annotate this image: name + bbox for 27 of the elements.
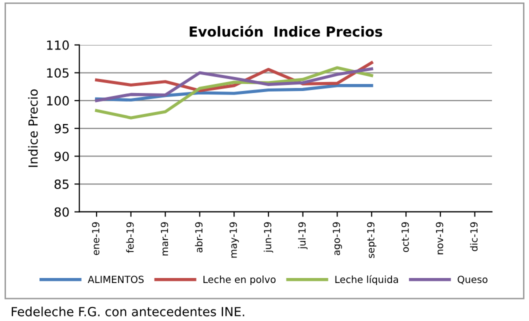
x-tick-label: nov-19 xyxy=(436,222,444,254)
y-tick-label: 95 xyxy=(54,124,69,134)
x-tick-label: feb-19 xyxy=(126,222,134,253)
legend-label: ALIMENTOS xyxy=(88,276,144,284)
x-tick-label: jul-19 xyxy=(298,222,308,250)
y-axis-title: Indice Precio xyxy=(28,89,38,167)
y-tick-label: 80 xyxy=(54,207,69,217)
legend-label: Leche líquida xyxy=(335,275,398,285)
y-tick-label: 85 xyxy=(54,180,69,189)
x-tick-label: sept-19 xyxy=(367,222,376,258)
y-tick-label: 105 xyxy=(47,68,69,78)
x-tick-label: oct-19 xyxy=(401,222,409,252)
legend-label: Leche en polvo xyxy=(203,276,276,285)
y-tick-label: 100 xyxy=(47,96,69,106)
legend-label: Queso xyxy=(458,276,488,284)
y-tick-label: 90 xyxy=(54,152,69,162)
x-tick-label: ene-19 xyxy=(92,222,100,256)
x-tick-label: dic-19 xyxy=(470,222,478,252)
x-tick-label: ago-19 xyxy=(332,222,342,256)
x-tick-label: jun-19 xyxy=(264,222,274,253)
line-series xyxy=(95,67,374,102)
x-tick-label: mar-19 xyxy=(160,222,168,256)
x-tick-label: may-19 xyxy=(230,222,239,258)
x-tick-label: abr-19 xyxy=(194,222,203,252)
text: Fedeleche F.G. con antecedentes INE. xyxy=(12,306,244,316)
chart-title: Evolución Indice Precios xyxy=(190,26,382,37)
y-tick-label: 110 xyxy=(47,40,69,50)
